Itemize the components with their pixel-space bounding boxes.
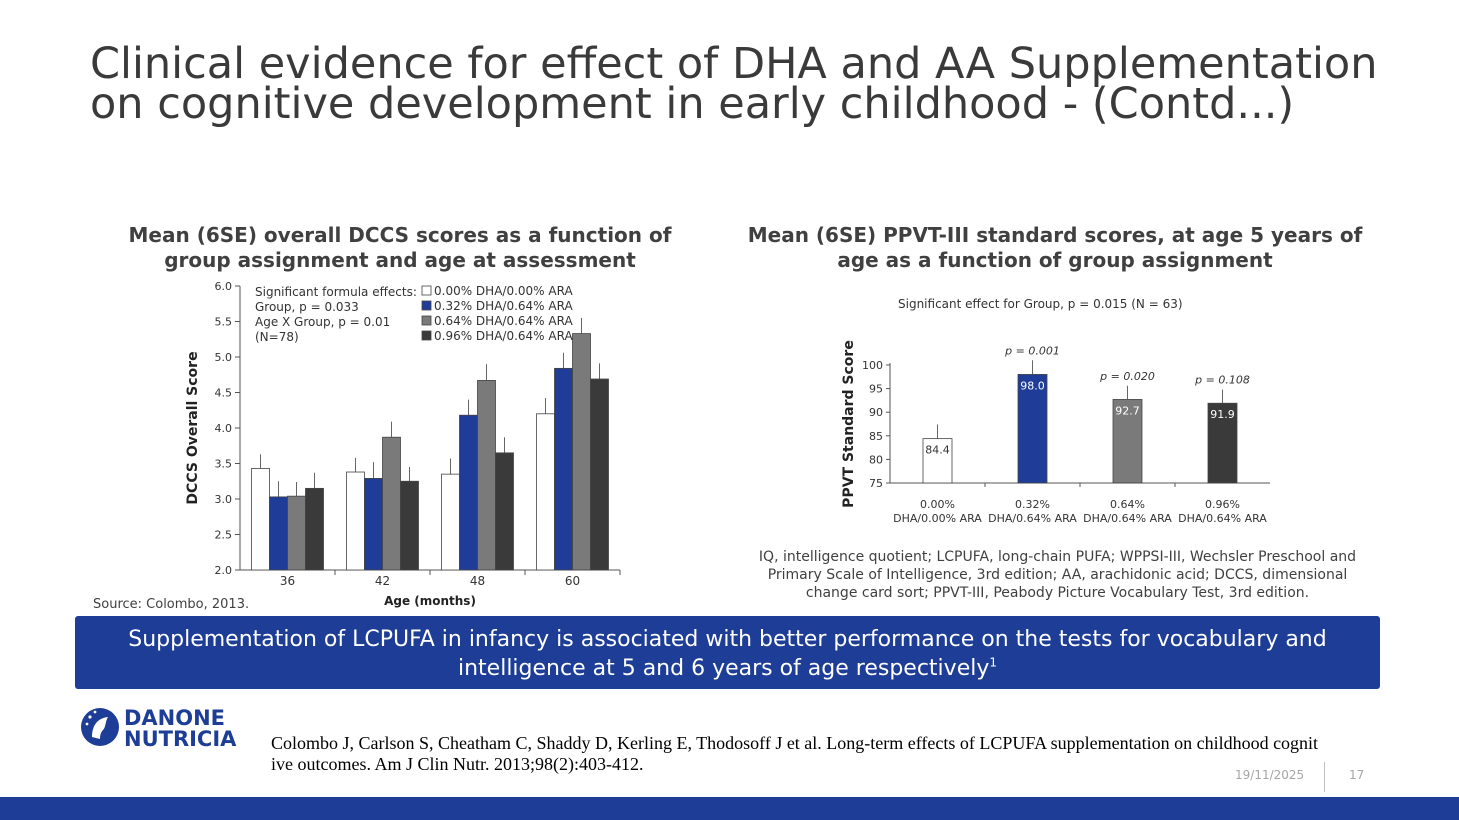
y-tick-label: 4.5 (215, 387, 233, 400)
y-tick-label: 75 (869, 477, 883, 490)
bar (590, 378, 609, 571)
bar (346, 471, 365, 571)
ppvt-chart-title: Mean (6SE) PPVT-III standard scores, at … (747, 223, 1363, 272)
bar (305, 487, 324, 571)
bar (364, 478, 383, 571)
bar (382, 436, 401, 571)
legend-label: 0.96% DHA/0.64% ARA (434, 329, 573, 343)
bar-value-label: 98.0 (1020, 379, 1045, 392)
logo-text-danone: DANONE (124, 706, 225, 730)
y-tick-label: 85 (869, 430, 883, 443)
dccs-chart-title: Mean (6SE) overall DCCS scores as a func… (128, 223, 672, 272)
source-note: Source: Colombo, 2013. (93, 597, 250, 612)
p-value-label: p = 0.020 (1099, 370, 1155, 383)
p-value-label: p = 0.108 (1194, 374, 1250, 387)
bar (1207, 402, 1238, 484)
bar (400, 480, 419, 571)
y-tick-label: 3.5 (215, 458, 233, 471)
logo-text-nutricia: NUTRICIA (124, 727, 237, 751)
bar (1112, 399, 1143, 484)
ppvt-chart: Significant effect for Group, p = 0.015 … (841, 297, 1270, 525)
x-tick-label: 60 (565, 574, 580, 588)
x-tick-label: 0.96% (1205, 498, 1240, 511)
bar (459, 414, 478, 571)
y-tick-label: 3.0 (215, 493, 233, 506)
bar-value-label: 91.9 (1210, 408, 1235, 421)
slide-title: Clinical evidence for effect of DHA and … (90, 39, 1378, 129)
bar (287, 495, 306, 571)
chart-annotation: Significant formula effects: (255, 285, 417, 299)
y-tick-label: 5.5 (215, 316, 233, 329)
bar (572, 333, 591, 571)
y-axis-title: PPVT Standard Score (841, 340, 857, 508)
bar-value-label: 84.4 (925, 444, 950, 457)
legend-label: 0.00% DHA/0.00% ARA (434, 284, 573, 298)
p-value-label: p = 0.001 (1004, 344, 1060, 357)
bar (1017, 374, 1048, 484)
chart-subtitle: Significant effect for Group, p = 0.015 … (898, 297, 1183, 311)
bar-value-label: 92.7 (1115, 404, 1140, 417)
bar (495, 452, 514, 571)
x-tick-label: 48 (470, 574, 485, 588)
legend-swatch (421, 285, 432, 296)
x-tick-label: DHA/0.64% ARA (988, 512, 1077, 525)
banner-text: Supplementation of LCPUFA in infancy is … (128, 627, 1327, 681)
x-tick-label: 36 (280, 574, 295, 588)
footer-separator (1324, 762, 1325, 792)
bar (477, 380, 496, 571)
y-tick-label: 80 (869, 453, 883, 466)
y-tick-label: 2.5 (215, 529, 233, 542)
bar (251, 468, 270, 571)
abbreviations-footnote: IQ, intelligence quotient; LCPUFA, long-… (758, 549, 1357, 601)
x-tick-label: 42 (375, 574, 390, 588)
x-tick-label: 0.00% (920, 498, 955, 511)
banner-superscript: 1 (989, 655, 997, 670)
bar (922, 438, 953, 484)
legend-swatch (421, 330, 432, 341)
page-number: 17 (1349, 768, 1365, 782)
bar (536, 413, 555, 571)
legend-swatch (421, 315, 432, 326)
logo-child-silhouette (92, 717, 108, 739)
bar (554, 367, 573, 571)
chart-annotation: Group, p = 0.033 (255, 300, 359, 314)
danone-nutricia-logo: DANONE NUTRICIA (81, 706, 237, 751)
legend-label: 0.32% DHA/0.64% ARA (434, 299, 573, 313)
footer-bar (0, 797, 1459, 820)
x-tick-label: DHA/0.64% ARA (1083, 512, 1172, 525)
bar (441, 473, 460, 571)
reference-citation: Colombo J, Carlson S, Cheatham C, Shaddy… (271, 733, 1319, 774)
x-tick-label: 0.64% (1110, 498, 1145, 511)
y-axis-title: DCCS Overall Score (185, 351, 201, 504)
y-tick-label: 4.0 (215, 422, 233, 435)
y-tick-label: 95 (869, 383, 883, 396)
bar (269, 496, 288, 571)
y-tick-label: 90 (869, 406, 883, 419)
chart-annotation: Age X Group, p = 0.01 (255, 315, 390, 329)
x-axis-title: Age (months) (384, 594, 476, 608)
legend-label: 0.64% DHA/0.64% ARA (434, 314, 573, 328)
y-tick-label: 100 (862, 359, 883, 372)
legend-swatch (421, 300, 432, 311)
x-tick-label: 0.32% (1015, 498, 1050, 511)
key-message-banner: Supplementation of LCPUFA in infancy is … (75, 616, 1380, 689)
slide-date: 19/11/2025 (1235, 768, 1305, 782)
chart-annotation: (N=78) (255, 330, 299, 344)
dccs-chart: 2.0 2.5 3.0 3.5 4.0 4.5 5.0 5.5 6.0 DCCS Overall … (185, 280, 621, 608)
x-tick-label: DHA/0.64% ARA (1178, 512, 1267, 525)
y-tick-label: 6.0 (215, 280, 233, 293)
y-tick-label: 2.0 (215, 564, 233, 577)
x-tick-label: DHA/0.00% ARA (893, 512, 982, 525)
y-tick-label: 5.0 (215, 351, 233, 364)
